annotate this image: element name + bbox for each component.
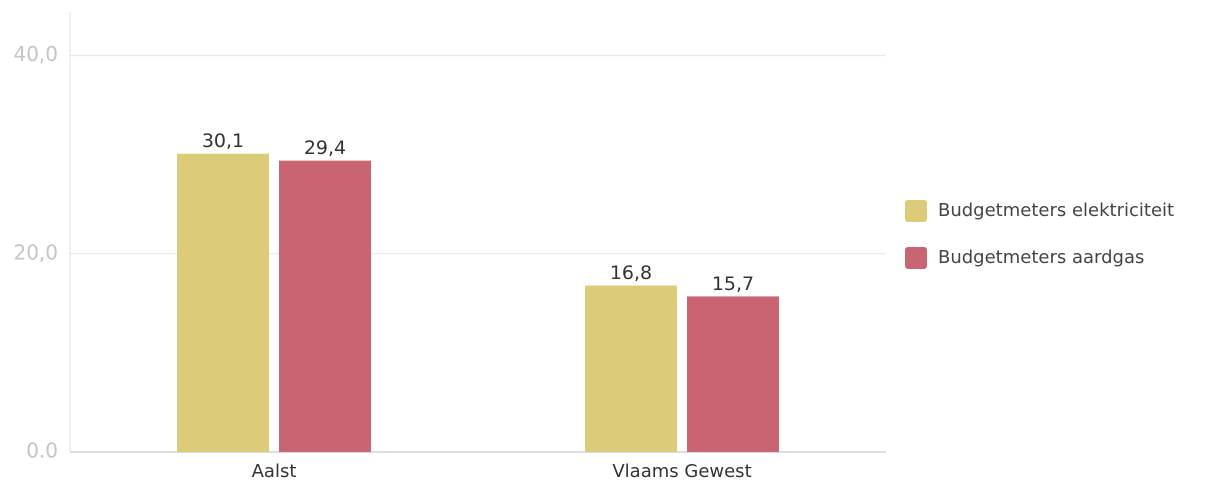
legend-swatch: [905, 247, 927, 269]
legend-label: Budgetmeters elektriciteit: [938, 200, 1174, 221]
value-label: 29,4: [304, 137, 346, 159]
bar: [177, 153, 269, 452]
legend-label: Budgetmeters aardgas: [938, 247, 1144, 268]
x-tick-label: Vlaams Gewest: [612, 461, 751, 482]
bar: [687, 296, 779, 452]
bar: [585, 285, 677, 452]
y-tick-label: 0.0: [26, 439, 58, 463]
legend-swatch: [905, 200, 927, 222]
value-label: 30,1: [202, 130, 244, 152]
y-tick-label: 20,0: [13, 240, 58, 264]
x-tick-label: Aalst: [252, 461, 297, 482]
value-label: 16,8: [610, 262, 652, 284]
value-label: 15,7: [712, 273, 754, 295]
bar: [279, 160, 371, 452]
y-tick-label: 40,0: [13, 42, 58, 66]
